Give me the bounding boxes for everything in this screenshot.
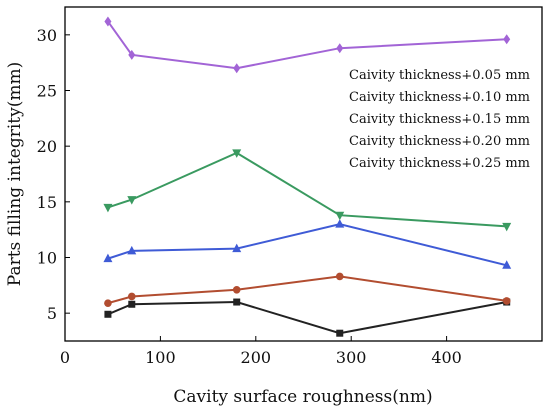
legend: Caivity thickness∔0.05 mm Caivity thickne… bbox=[349, 68, 530, 171]
data-point-circle bbox=[502, 297, 511, 305]
legend-entry: Caivity thickness∔0.10 mm bbox=[349, 90, 530, 105]
data-point-circle bbox=[232, 285, 241, 294]
data-point-circle bbox=[127, 292, 136, 301]
data-point-diamond bbox=[503, 34, 511, 45]
legend-entry: Caivity thickness∔0.15 mm bbox=[349, 112, 530, 127]
series-layer bbox=[103, 16, 512, 337]
legend-entry: Caivity thickness∔0.05 mm bbox=[349, 68, 530, 83]
series bbox=[104, 298, 511, 337]
data-point-triangle-up bbox=[335, 219, 345, 228]
y-tick-label: 15 bbox=[37, 193, 57, 212]
data-point-triangle-down bbox=[335, 211, 345, 221]
legend-entry: Caivity thickness∔0.20 mm bbox=[349, 134, 530, 149]
data-point-square bbox=[233, 298, 241, 306]
series bbox=[103, 219, 512, 269]
legend-entry: Caivity thickness∔0.25 mm bbox=[349, 156, 530, 171]
plot-frame bbox=[64, 6, 543, 342]
y-tick-label: 10 bbox=[37, 249, 57, 268]
series-line bbox=[107, 223, 507, 267]
x-tick-label: 200 bbox=[241, 348, 272, 367]
x-tick-label: 400 bbox=[431, 348, 462, 367]
data-point-triangle-up bbox=[103, 253, 113, 263]
data-point-diamond bbox=[336, 43, 344, 54]
x-tick-label: 300 bbox=[336, 348, 367, 367]
data-point-triangle-up bbox=[502, 260, 512, 269]
data-point-square bbox=[104, 310, 112, 318]
data-point-triangle-down bbox=[127, 196, 137, 205]
series-line bbox=[107, 275, 507, 305]
data-point-triangle-down bbox=[502, 222, 512, 232]
series-line bbox=[107, 301, 507, 335]
y-tick-label: 30 bbox=[37, 26, 57, 45]
y-axis-label: Parts filling integrity(mm) bbox=[5, 62, 25, 286]
data-point-diamond bbox=[128, 49, 136, 60]
data-point-square bbox=[336, 329, 344, 337]
series bbox=[104, 272, 511, 307]
y-tick-label: 5 bbox=[47, 304, 57, 323]
series bbox=[103, 149, 512, 232]
series-line bbox=[107, 20, 507, 70]
data-point-triangle-up bbox=[232, 243, 242, 253]
x-tick-label: 100 bbox=[145, 348, 176, 367]
x-axis-label: Cavity surface roughness(nm) bbox=[173, 387, 432, 407]
data-point-triangle-up bbox=[127, 245, 137, 255]
y-tick-label: 25 bbox=[37, 82, 57, 101]
data-point-diamond bbox=[104, 16, 112, 27]
y-tick-label: 20 bbox=[37, 137, 57, 156]
x-tick-label: 0 bbox=[60, 348, 70, 367]
data-point-square bbox=[128, 300, 136, 308]
data-point-circle bbox=[335, 272, 344, 281]
axis-ticks: 0 100 200 300 400 5 10 15 20 25 30 bbox=[37, 26, 462, 367]
data-point-circle bbox=[104, 299, 112, 307]
data-point-triangle-down bbox=[103, 203, 113, 213]
data-point-diamond bbox=[233, 63, 241, 74]
series bbox=[104, 16, 511, 74]
data-point-triangle-down bbox=[232, 149, 242, 158]
